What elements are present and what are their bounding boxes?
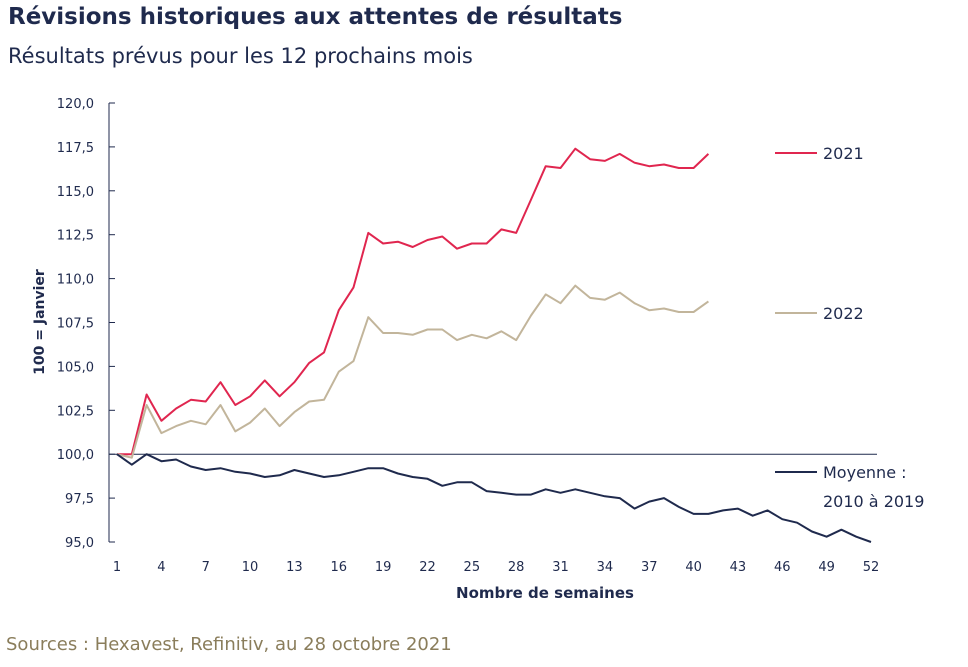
x-tick-label: 10 (242, 560, 259, 575)
y-tick-label: 117,5 (57, 141, 94, 156)
source-note: Sources : Hexavest, Refinitiv, au 28 oct… (6, 634, 452, 655)
legend-label: 2022 (823, 304, 864, 323)
series-lines (116, 147, 872, 543)
chart-title: Révisions historiques aux attentes de ré… (8, 4, 623, 30)
y-axis-ticks: 95,0 97,5 100,0 102,5 105,0 107,5 110,0 112,5 11… (57, 97, 115, 551)
legend-label: Moyenne : (823, 463, 907, 482)
legend-label: 2021 (823, 144, 864, 163)
legend-label: 2010 à 2019 (823, 492, 924, 511)
x-tick-label: 34 (597, 560, 614, 575)
x-axis-ticks: 1 4 7 10 13 16 19 22 25 28 31 34 37 40 43 46 49 52 (113, 560, 879, 575)
x-tick-label: 43 (730, 560, 747, 575)
x-tick-label: 49 (818, 560, 835, 575)
series-line-1 (116, 284, 709, 459)
y-tick-label: 102,5 (57, 404, 94, 419)
x-tick-label: 31 (552, 560, 569, 575)
x-tick-label: 16 (330, 560, 347, 575)
x-tick-label: 22 (419, 560, 436, 575)
y-tick-label: 105,0 (57, 360, 94, 375)
y-tick-label: 120,0 (57, 97, 94, 112)
series-line-0 (117, 147, 710, 456)
x-tick-label: 37 (641, 560, 658, 575)
x-tick-label: 52 (863, 560, 880, 575)
x-tick-label: 7 (202, 560, 210, 575)
chart-subtitle: Résultats prévus pour les 12 prochains m… (8, 44, 473, 68)
x-tick-label: 28 (508, 560, 525, 575)
y-tick-label: 97,5 (65, 492, 94, 507)
x-tick-label: 13 (286, 560, 303, 575)
x-tick-label: 4 (157, 560, 165, 575)
x-tick-label: 1 (113, 560, 121, 575)
x-tick-label: 25 (464, 560, 481, 575)
y-tick-label: 110,0 (57, 273, 94, 288)
y-axis-label: 100 = Janvier (32, 269, 48, 375)
y-tick-label: 100,0 (57, 448, 94, 463)
x-tick-label: 46 (774, 560, 791, 575)
y-tick-label: 115,0 (57, 185, 94, 200)
y-tick-label: 95,0 (65, 536, 94, 551)
x-tick-label: 40 (685, 560, 702, 575)
y-tick-label: 112,5 (57, 229, 94, 244)
series-line-2 (116, 453, 872, 543)
legend: 2021 2022 Moyenne : 2010 à 2019 (775, 144, 924, 511)
x-tick-label: 19 (375, 560, 392, 575)
x-axis-label: Nombre de semaines (456, 584, 634, 602)
y-tick-label: 107,5 (57, 317, 94, 332)
